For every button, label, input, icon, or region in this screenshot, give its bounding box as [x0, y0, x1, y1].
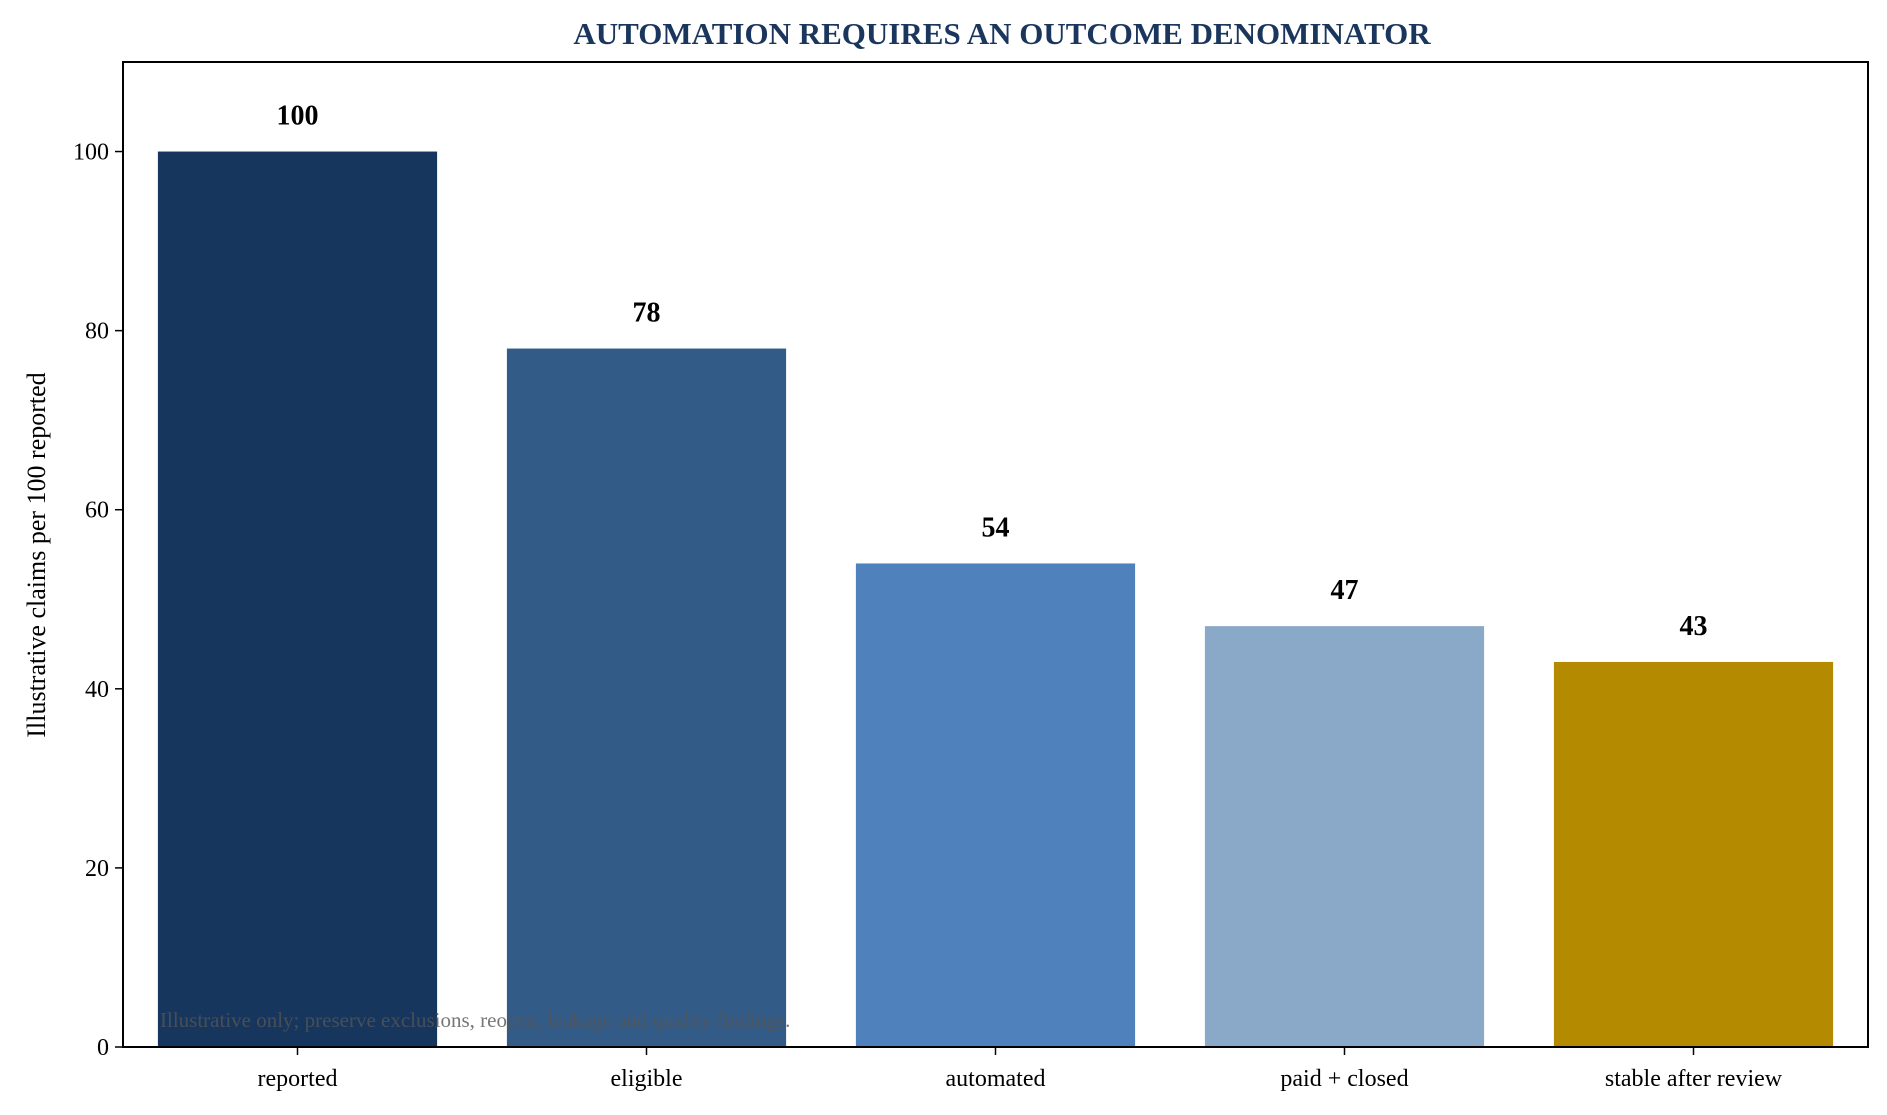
y-tick-label-3: 60 — [85, 498, 109, 524]
chart-annotation: Illustrative only; preserve exclusions, … — [160, 1008, 790, 1032]
y-tick-label-5: 100 — [73, 140, 109, 166]
y-tick-label-2: 40 — [85, 677, 109, 703]
x-tick-label-0: reported — [258, 1066, 338, 1092]
x-axis: reported eligible automated paid + closed st… — [258, 1047, 1783, 1092]
bar-2 — [855, 563, 1136, 1047]
y-tick-label-4: 80 — [85, 319, 109, 345]
data-label-4: 43 — [1680, 611, 1708, 642]
y-axis: 0 20 40 60 80 100 — [73, 140, 123, 1061]
bar-1 — [506, 348, 787, 1048]
x-tick-label-1: eligible — [611, 1066, 683, 1092]
bar-4 — [1553, 661, 1834, 1047]
plot-area: 100 78 54 47 43 Illustrative only; preserve … — [122, 61, 1869, 1048]
x-tick-label-3: paid + closed — [1280, 1066, 1408, 1092]
x-tick-label-4: stable after review — [1605, 1066, 1783, 1092]
data-label-1: 78 — [633, 298, 661, 329]
chart-title: AUTOMATION REQUIRES AN OUTCOME DENOMINAT… — [573, 16, 1431, 51]
bar-0 — [157, 151, 438, 1047]
data-label-0: 100 — [277, 101, 319, 132]
y-tick-label-0: 0 — [97, 1035, 109, 1061]
x-tick-label-2: automated — [946, 1066, 1046, 1092]
data-label-3: 47 — [1331, 575, 1359, 606]
y-tick-label-1: 20 — [85, 856, 109, 882]
bar-3 — [1204, 626, 1485, 1047]
y-axis-label: Illustrative claims per 100 reported — [22, 372, 51, 737]
data-label-2: 54 — [982, 512, 1010, 543]
bars-group — [157, 151, 1834, 1048]
data-labels-group: 100 78 54 47 43 — [277, 101, 1708, 642]
